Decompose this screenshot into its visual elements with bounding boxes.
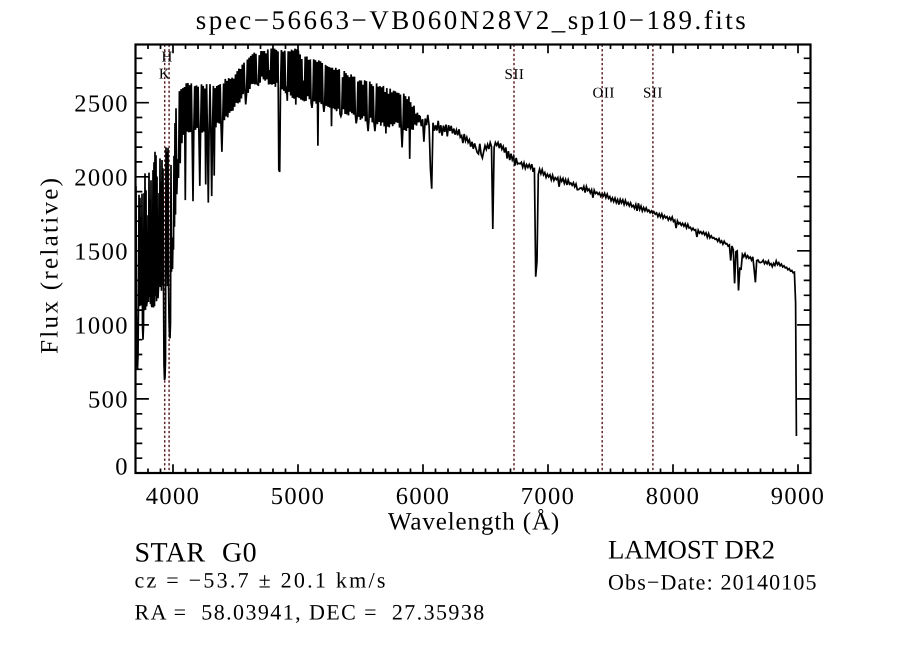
svg-text:SII: SII xyxy=(643,86,663,102)
svg-text:RA = 58.03941, DEC = 27.3593: RA = 58.03941, DEC = 27.35938 xyxy=(135,600,486,625)
svg-text:5000: 5000 xyxy=(271,483,326,510)
svg-text:9000: 9000 xyxy=(771,483,826,510)
svg-text:6000: 6000 xyxy=(396,483,451,510)
svg-text:H: H xyxy=(162,50,173,66)
svg-text:G0: G0 xyxy=(222,538,257,569)
svg-text:Wavelength (Å): Wavelength (Å) xyxy=(388,509,560,536)
svg-text:cz = −53.7 ± 20.1 km/s: cz = −53.7 ± 20.1 km/s xyxy=(135,568,388,593)
svg-text:spec−56663−VB060N28V2_sp10−189: spec−56663−VB060N28V2_sp10−189.fits xyxy=(196,5,748,35)
svg-text:1500: 1500 xyxy=(74,239,129,266)
svg-text:Flux (relative): Flux (relative) xyxy=(37,176,64,354)
svg-text:4000: 4000 xyxy=(146,483,201,510)
svg-text:STAR: STAR xyxy=(135,538,206,569)
svg-text:1000: 1000 xyxy=(74,313,129,340)
svg-text:LAMOST DR2: LAMOST DR2 xyxy=(608,535,775,565)
svg-text:8000: 8000 xyxy=(646,483,701,510)
svg-text:Obs−Date: 20140105: Obs−Date: 20140105 xyxy=(608,570,818,595)
svg-text:SII: SII xyxy=(505,67,525,83)
svg-text:2500: 2500 xyxy=(74,91,129,118)
svg-text:0: 0 xyxy=(115,454,129,481)
svg-text:2000: 2000 xyxy=(74,165,129,192)
svg-text:500: 500 xyxy=(88,387,129,414)
svg-text:K: K xyxy=(159,67,170,83)
svg-text:7000: 7000 xyxy=(521,483,576,510)
svg-text:OII: OII xyxy=(593,86,615,102)
